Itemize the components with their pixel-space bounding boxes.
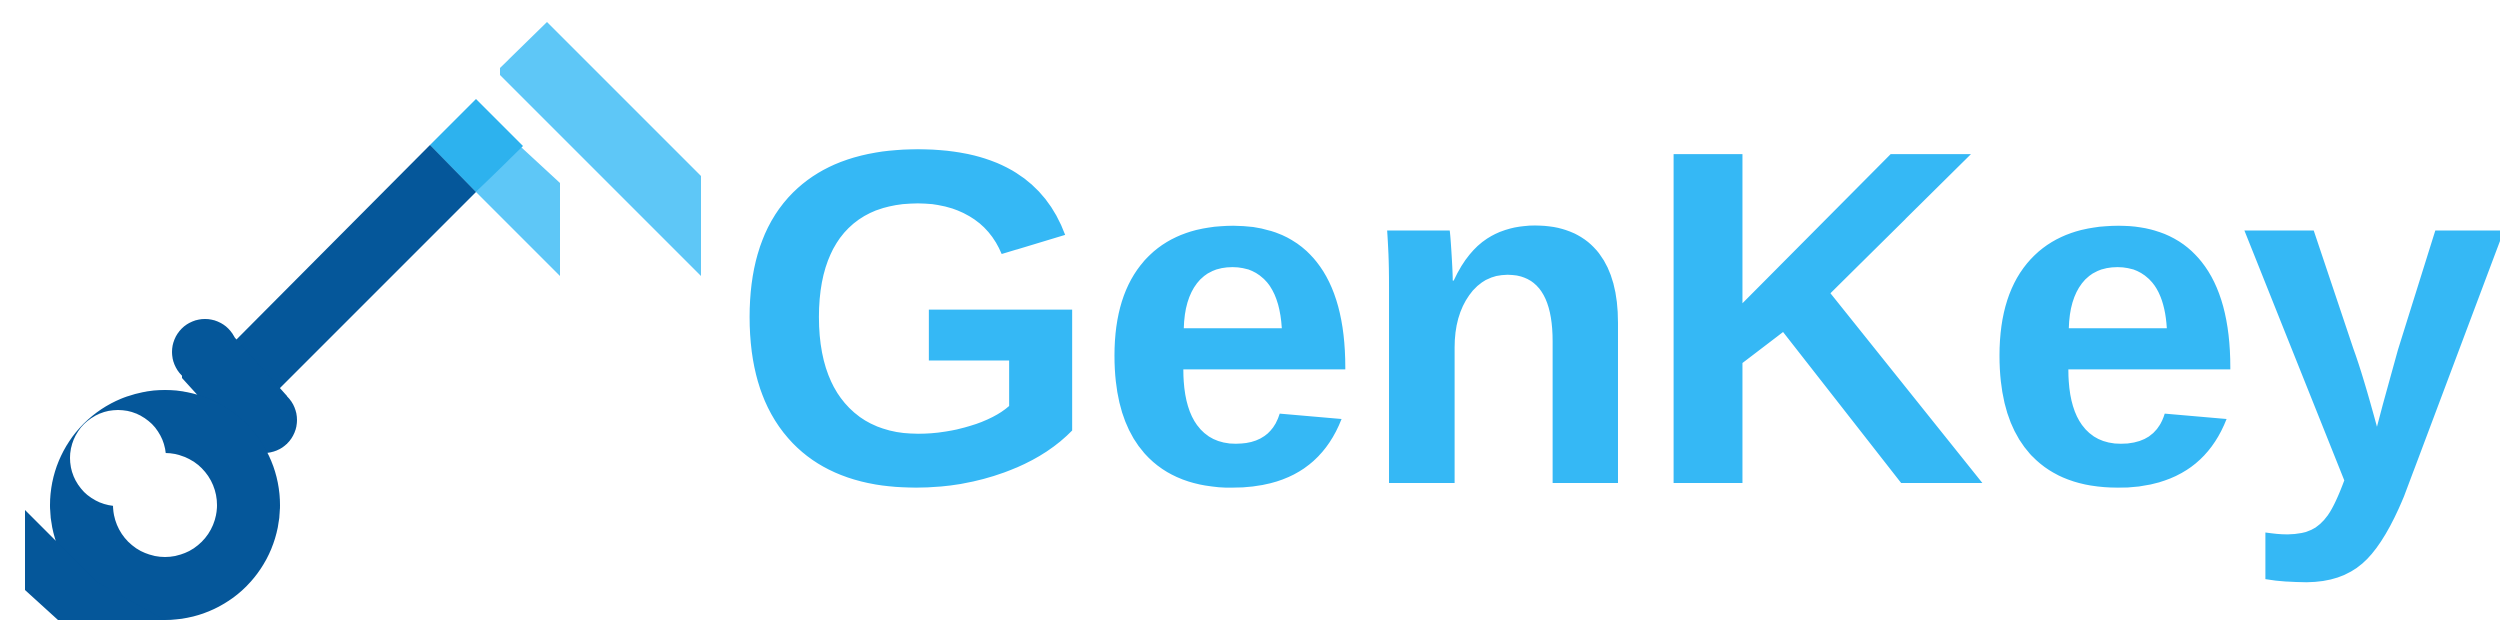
key-collar-bridge <box>182 330 287 444</box>
key-bow-shape <box>25 390 280 620</box>
ribbon-flap-shape <box>476 147 560 276</box>
ribbon-back-shape <box>500 22 701 276</box>
brand-wordmark: GenKeys <box>730 51 2500 585</box>
key-logo-icon <box>25 22 701 620</box>
ribbon-connector-shape <box>430 99 523 192</box>
key-shaft-shape <box>229 145 476 393</box>
